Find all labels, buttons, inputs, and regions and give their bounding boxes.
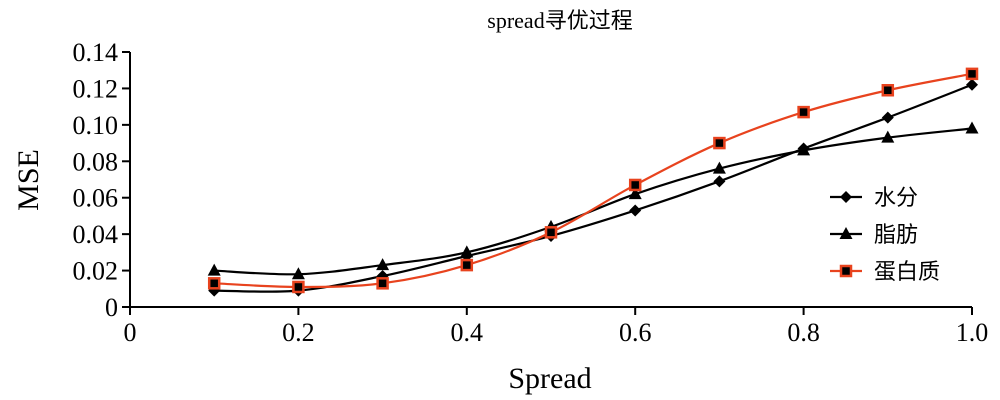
series-line-2 [214,72,973,289]
data-point-marker [797,143,811,156]
x-tick-label: 0.2 [282,318,315,347]
series-lines [214,72,973,293]
axes: 0 0.02 0.04 0.06 0.08 0.10 0.12 0.14 0 0.2 0.4 0.6 0… [73,38,989,347]
y-axis-title: MSE [12,149,45,211]
x-tick-label: 0.8 [787,318,820,347]
data-point-marker [881,130,895,143]
y-tick-label: 0 [105,293,118,322]
data-point-marker [544,226,558,239]
data-point-marker [713,136,726,150]
series-markers [207,67,979,297]
chart-title: spread寻优过程 [487,8,632,33]
legend-marker [839,264,853,278]
data-point-marker [965,121,979,134]
x-tick-label: 1.0 [956,318,989,347]
data-point-marker [460,245,474,258]
legend-label: 脂肪 [874,223,918,248]
series-line-1 [214,127,973,276]
y-tick-label: 0.08 [73,147,119,176]
data-point-marker [292,280,305,294]
y-tick-label: 0.12 [73,74,119,103]
data-point-marker [629,204,642,217]
data-point-marker [207,263,221,276]
legend-marker [840,191,852,203]
data-point-marker [376,277,389,290]
y-tick-label: 0.10 [73,111,119,140]
y-tick-label: 0.06 [73,184,119,213]
data-point-marker [712,161,726,174]
x-tick-label: 0 [124,318,137,347]
data-point-marker [965,67,979,81]
data-point-marker [797,105,810,119]
series-line-0 [214,83,973,293]
data-point-marker [291,267,305,280]
y-tick-label: 0.14 [73,38,119,67]
data-point-marker [376,258,390,271]
data-point-marker [207,277,221,290]
data-point-marker [460,258,474,272]
data-point-marker [713,175,726,188]
y-tick-label: 0.04 [73,220,119,249]
data-point-marker [628,178,642,192]
x-tick-label: 0.4 [451,318,484,347]
data-point-marker [881,84,895,97]
data-point-marker [628,187,642,200]
x-axis-title: Spread [508,362,591,395]
legend-label: 蛋白质 [874,260,940,285]
data-point-marker [966,78,978,91]
y-tick-label: 0.02 [73,257,119,286]
legend-label: 水分 [874,186,918,211]
legend-marker [839,227,853,239]
data-point-marker [881,111,894,124]
x-tick-label: 0.6 [619,318,652,347]
